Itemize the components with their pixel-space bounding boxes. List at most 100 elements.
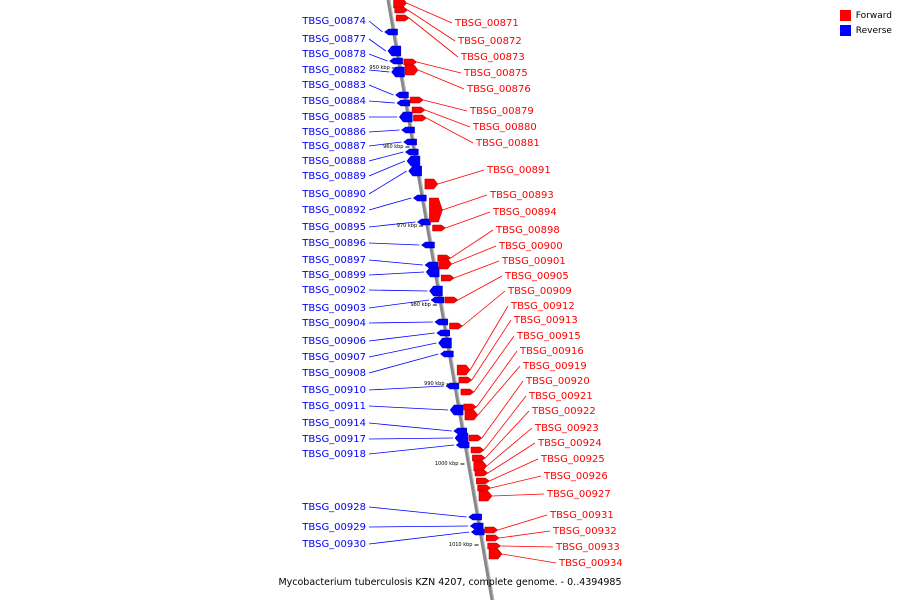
gene-block-forward[interactable] [456,364,471,376]
gene-block-reverse[interactable] [395,91,409,99]
gene-block-forward[interactable] [411,106,426,114]
gene-label-reverse[interactable]: TBSG_00883 [301,80,366,91]
gene-block-reverse[interactable] [391,66,405,78]
gene-block-forward[interactable] [404,64,419,76]
gene-block-reverse[interactable] [469,522,484,530]
gene-block-reverse[interactable] [425,266,440,278]
gene-label-reverse[interactable]: TBSG_00886 [301,127,366,138]
gene-label-reverse[interactable]: TBSG_00889 [301,171,366,182]
gene-block-forward[interactable] [470,446,485,454]
gene-block-forward[interactable] [488,548,503,560]
gene-block-forward[interactable] [484,526,499,534]
gene-label-forward[interactable]: TBSG_00926 [543,471,608,482]
gene-label-forward[interactable]: TBSG_00871 [454,18,519,29]
gene-block-forward[interactable] [458,376,473,384]
gene-label-forward[interactable]: TBSG_00905 [504,271,569,282]
gene-label-forward[interactable]: TBSG_00900 [498,241,563,252]
gene-label-reverse[interactable]: TBSG_00928 [301,502,366,513]
gene-block-reverse[interactable] [454,432,469,444]
gene-label-forward[interactable]: TBSG_00934 [558,558,623,569]
gene-label-forward[interactable]: TBSG_00931 [549,510,614,521]
gene-block-reverse[interactable] [401,126,415,134]
gene-label-forward[interactable]: TBSG_00909 [507,286,572,297]
gene-label-reverse[interactable]: TBSG_00888 [301,156,366,167]
gene-block-reverse[interactable] [406,155,421,167]
gene-label-reverse[interactable]: TBSG_00892 [301,205,366,216]
legend-forward[interactable]: Forward [839,8,892,23]
gene-label-forward[interactable]: TBSG_00933 [555,542,620,553]
gene-label-forward[interactable]: TBSG_00894 [492,207,557,218]
gene-block-forward[interactable] [486,534,500,542]
gene-block-forward[interactable] [464,409,479,421]
gene-block-forward[interactable] [477,484,492,492]
gene-block-reverse[interactable] [429,285,443,297]
gene-block-reverse[interactable] [430,296,445,304]
gene-label-reverse[interactable]: TBSG_00930 [301,539,366,550]
gene-label-reverse[interactable]: TBSG_00911 [301,401,366,412]
gene-label-reverse[interactable]: TBSG_00902 [301,285,366,296]
gene-label-forward[interactable]: TBSG_00916 [519,346,584,357]
gene-label-forward[interactable]: TBSG_00873 [460,52,525,63]
gene-label-reverse[interactable]: TBSG_00896 [301,238,366,249]
gene-block-reverse[interactable] [404,148,419,156]
gene-label-reverse[interactable]: TBSG_00897 [301,255,366,266]
gene-label-reverse[interactable]: TBSG_00903 [301,303,366,314]
gene-block-forward[interactable] [472,454,486,462]
gene-block-reverse[interactable] [468,513,482,521]
gene-block-reverse[interactable] [412,194,427,202]
gene-block-forward[interactable] [449,322,463,330]
gene-label-reverse[interactable]: TBSG_00877 [301,34,366,45]
gene-block-forward[interactable] [403,58,418,66]
gene-label-forward[interactable]: TBSG_00891 [486,165,551,176]
gene-label-reverse[interactable]: TBSG_00882 [301,65,366,76]
gene-label-forward[interactable]: TBSG_00881 [475,138,540,149]
gene-label-reverse[interactable]: TBSG_00929 [301,522,366,533]
gene-label-forward[interactable]: TBSG_00921 [528,391,593,402]
gene-block-reverse[interactable] [438,337,452,349]
gene-block-reverse[interactable] [408,165,422,177]
gene-label-forward[interactable]: TBSG_00875 [463,68,528,79]
gene-label-forward[interactable]: TBSG_00915 [516,331,581,342]
gene-block-reverse[interactable] [470,528,485,536]
gene-block-forward[interactable] [438,258,453,270]
gene-block-forward[interactable] [413,114,427,122]
gene-label-reverse[interactable]: TBSG_00906 [301,336,366,347]
gene-block-forward[interactable] [432,224,446,232]
gene-label-forward[interactable]: TBSG_00898 [495,225,560,236]
gene-block-reverse[interactable] [396,99,411,107]
gene-block-forward[interactable] [474,469,489,477]
gene-block-forward[interactable] [393,0,407,9]
gene-block-forward[interactable] [429,197,443,223]
gene-label-forward[interactable]: TBSG_00901 [501,256,566,267]
gene-block-reverse[interactable] [421,241,435,249]
gene-block-reverse[interactable] [403,138,417,146]
gene-label-forward[interactable]: TBSG_00893 [489,190,554,201]
gene-label-reverse[interactable]: TBSG_00887 [301,141,366,152]
gene-block-forward[interactable] [424,178,439,190]
gene-label-reverse[interactable]: TBSG_00890 [301,189,366,200]
gene-block-reverse[interactable] [389,57,403,65]
gene-block-forward[interactable] [410,96,424,104]
gene-block-reverse[interactable] [384,28,398,36]
gene-label-forward[interactable]: TBSG_00880 [472,122,537,133]
gene-label-forward[interactable]: TBSG_00923 [534,423,599,434]
gene-label-forward[interactable]: TBSG_00922 [531,406,596,417]
gene-block-reverse[interactable] [387,45,402,57]
gene-label-forward[interactable]: TBSG_00927 [546,489,611,500]
gene-block-forward[interactable] [440,274,455,282]
gene-block-forward[interactable] [478,490,493,502]
gene-label-reverse[interactable]: TBSG_00899 [301,270,366,281]
gene-label-forward[interactable]: TBSG_00924 [537,438,602,449]
gene-label-reverse[interactable]: TBSG_00917 [301,434,366,445]
gene-label-reverse[interactable]: TBSG_00884 [301,96,366,107]
gene-block-reverse[interactable] [455,441,470,449]
gene-label-reverse[interactable]: TBSG_00885 [301,112,366,123]
gene-block-forward[interactable] [463,403,477,411]
gene-block-forward[interactable] [394,6,409,14]
gene-label-forward[interactable]: TBSG_00876 [466,84,531,95]
gene-block-reverse[interactable] [417,218,431,226]
gene-block-forward[interactable] [476,477,490,485]
gene-block-reverse[interactable] [434,318,449,326]
gene-block-reverse[interactable] [436,329,450,337]
gene-label-forward[interactable]: TBSG_00932 [552,526,617,537]
